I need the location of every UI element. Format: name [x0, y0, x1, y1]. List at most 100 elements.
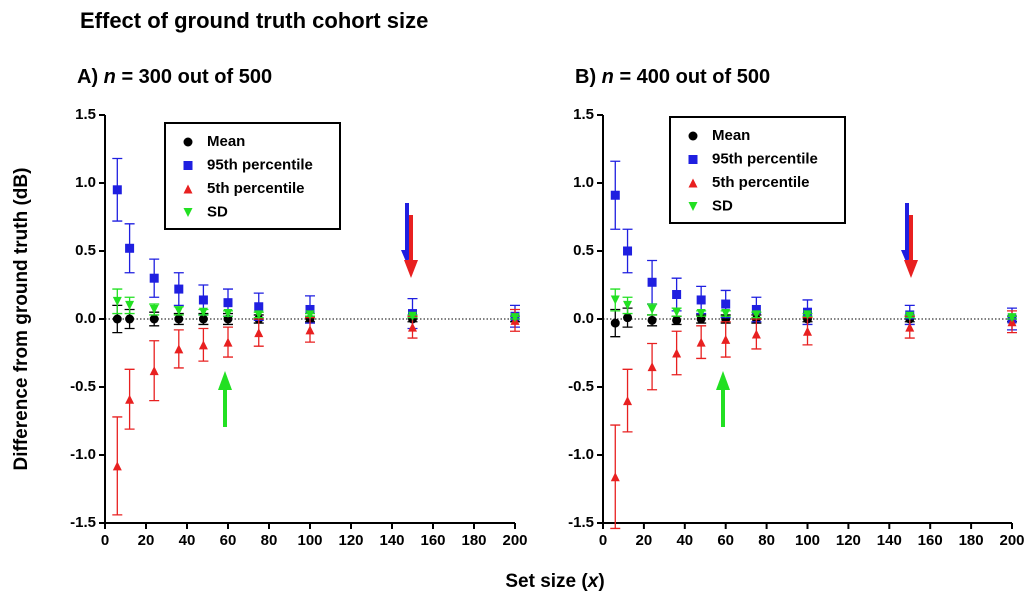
legend-label: 5th percentile: [712, 174, 810, 191]
marker: [803, 326, 812, 336]
panel-title-part: = 300 out of 500: [116, 66, 272, 88]
x-label-part: ): [598, 571, 604, 592]
x-tick-label: 200: [502, 532, 527, 549]
marker: [198, 340, 208, 350]
legend-label: Mean: [712, 127, 750, 144]
marker: [198, 307, 208, 317]
x-tick-label: 60: [220, 532, 237, 549]
panel-title-part: n: [602, 66, 614, 88]
y-tick-label: -1.0: [70, 446, 96, 463]
marker: [125, 394, 135, 404]
y-tick-label: 1.0: [573, 174, 594, 191]
marker: [721, 309, 731, 319]
marker: [672, 315, 682, 325]
marker: [223, 309, 233, 319]
marker: [112, 314, 122, 324]
marker: [305, 304, 315, 314]
x-tick-label: 20: [138, 532, 155, 549]
x-tick-label: 40: [676, 532, 693, 549]
marker: [751, 329, 761, 339]
marker: [721, 299, 731, 309]
x-tick-label: 40: [179, 532, 196, 549]
marker: [623, 246, 633, 256]
y-tick-label: -1.5: [70, 514, 96, 531]
marker: [223, 337, 233, 347]
marker: [112, 185, 122, 195]
x-label-part: Set size (: [505, 571, 588, 592]
marker: [510, 313, 520, 323]
marker: [174, 306, 184, 316]
marker: [174, 314, 184, 324]
marker: [125, 314, 135, 324]
marker: [672, 290, 682, 300]
panel-title-part: B): [575, 66, 602, 88]
legend-label: SD: [712, 197, 733, 214]
legend-box: [669, 116, 846, 224]
y-tick-label: 1.0: [75, 174, 96, 191]
arrow-head: [904, 260, 918, 278]
marker: [198, 295, 208, 305]
legend-marker: [688, 155, 698, 164]
y-tick-label: -1.5: [568, 514, 594, 531]
marker: [254, 302, 264, 312]
x-tick-label: 120: [338, 532, 363, 549]
x-tick-label: 160: [918, 532, 943, 549]
x-tick-label: 0: [599, 532, 607, 549]
x-tick-label: 120: [836, 532, 861, 549]
x-tick-label: 160: [420, 532, 445, 549]
panel-title-part: = 400 out of 500: [614, 66, 770, 88]
figure-title: Effect of ground truth cohort size: [80, 8, 428, 33]
marker: [672, 348, 682, 358]
marker: [112, 461, 122, 471]
marker: [905, 322, 915, 332]
marker: [751, 310, 761, 320]
legend-marker: [183, 161, 193, 170]
arrow-head: [404, 260, 418, 278]
marker: [254, 328, 264, 338]
marker: [1007, 313, 1017, 323]
x-tick-label: 140: [379, 532, 404, 549]
legend-box: [164, 122, 341, 230]
panel-title-part: A): [77, 66, 104, 88]
legend-label: Mean: [207, 133, 245, 150]
x-tick-label: 0: [101, 532, 109, 549]
x-tick-label: 80: [261, 532, 278, 549]
marker: [408, 322, 417, 332]
marker: [623, 313, 633, 323]
marker: [149, 273, 159, 283]
x-tick-label: 180: [461, 532, 486, 549]
marker: [647, 315, 657, 325]
marker: [149, 314, 159, 324]
marker: [125, 243, 135, 253]
marker: [610, 472, 620, 482]
x-tick-label: 100: [297, 532, 322, 549]
arrow-head: [716, 371, 730, 390]
marker: [610, 190, 620, 200]
marker: [305, 310, 315, 320]
marker: [174, 284, 184, 294]
x-tick-label: 200: [999, 532, 1024, 549]
marker: [623, 300, 633, 310]
y-tick-label: -0.5: [568, 378, 594, 395]
marker: [174, 344, 184, 354]
y-tick-label: -0.5: [70, 378, 96, 395]
marker: [149, 304, 159, 314]
x-tick-label: 100: [795, 532, 820, 549]
marker: [647, 362, 657, 372]
marker: [721, 334, 731, 344]
x-tick-label: 60: [717, 532, 734, 549]
marker: [112, 296, 122, 306]
y-tick-label: 0.0: [573, 310, 594, 327]
marker: [223, 298, 233, 308]
marker: [408, 311, 417, 321]
y-tick-label: 0.5: [75, 242, 96, 259]
y-tick-label: 1.5: [75, 106, 96, 123]
legend-marker: [183, 137, 193, 147]
marker: [905, 311, 915, 321]
legend-marker: [688, 131, 698, 141]
y-tick-label: 0.0: [75, 310, 96, 327]
marker: [696, 309, 706, 319]
x-label-part: x: [587, 571, 600, 592]
y-tick-label: 0.5: [573, 242, 594, 259]
axes: [602, 115, 1012, 524]
